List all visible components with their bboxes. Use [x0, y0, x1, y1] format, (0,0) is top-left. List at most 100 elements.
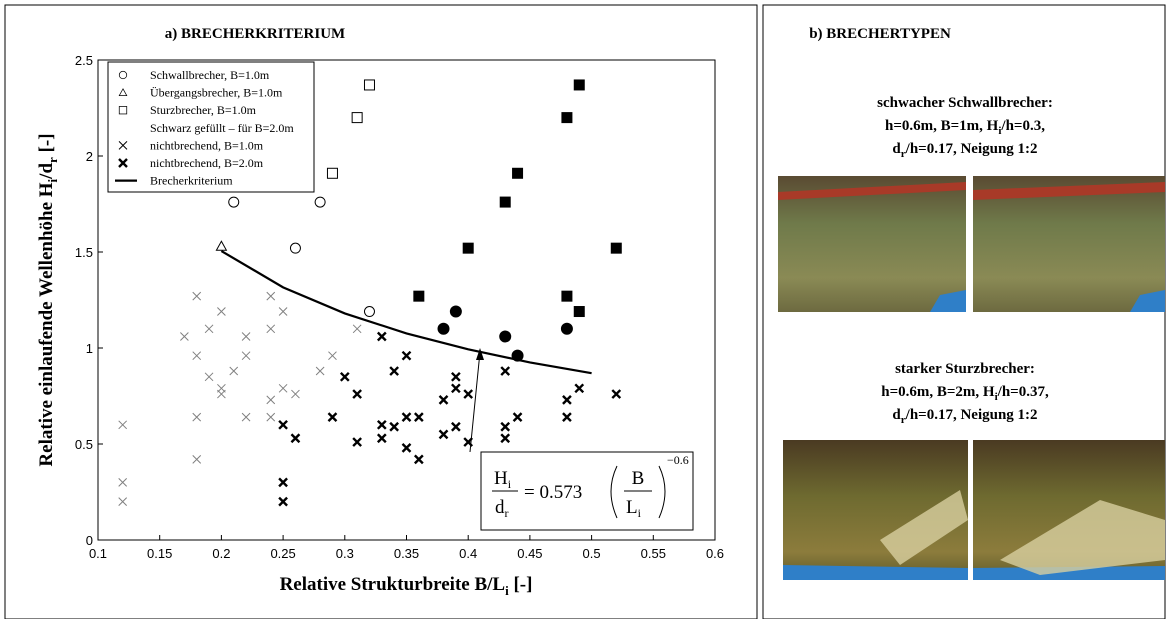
point — [352, 389, 362, 399]
legend-swatch — [118, 106, 128, 115]
point — [401, 350, 412, 361]
y-tick-label: 2 — [86, 149, 93, 164]
point — [352, 437, 362, 447]
point — [192, 412, 202, 422]
paren — [658, 465, 666, 519]
chart-title: a) BRECHERKRITERIUM — [165, 26, 345, 42]
caption-text: /h=0.17, Neigung 1:2 — [905, 407, 1038, 423]
point — [462, 242, 474, 254]
point — [512, 167, 524, 179]
x-tick-label: 0.55 — [641, 546, 666, 561]
point — [217, 389, 226, 399]
point — [328, 351, 337, 361]
x-tick-label: 0.5 — [583, 546, 601, 561]
eq-inner-denominator: Li — [626, 497, 642, 520]
point — [610, 242, 622, 254]
caption-line: dr/h=0.17, Neigung 1:2 — [892, 407, 1037, 426]
legend-swatch — [118, 158, 128, 168]
caption-text: h=0.6m, B=2m, H — [881, 384, 995, 400]
point — [241, 351, 251, 361]
point — [376, 331, 387, 342]
point — [562, 394, 572, 405]
paren — [610, 465, 618, 519]
panel-title: b) BRECHERTYPEN — [809, 26, 951, 42]
point — [511, 349, 524, 362]
point — [499, 330, 512, 343]
legend: Schwallbrecher, B=1.0m Übergangsbrecher, … — [107, 61, 315, 193]
point — [326, 167, 338, 179]
eq-exponent: −0.6 — [667, 453, 689, 467]
caption-text: d — [892, 141, 901, 157]
point — [229, 366, 239, 376]
caption-line: h=0.6m, B=1m, Hi/h=0.3, — [885, 118, 1045, 137]
photo-detail — [778, 182, 1165, 200]
photo — [778, 176, 966, 312]
caption-text: r — [901, 148, 906, 160]
point — [278, 496, 288, 507]
legend-label: Sturzbrecher, B=1.0m — [150, 103, 257, 117]
caption-text: r — [901, 414, 906, 426]
caption-line: schwacher Schwallbrecher: — [877, 95, 1053, 111]
point — [413, 290, 425, 302]
point — [573, 79, 585, 91]
legend-note: Schwarz gefüllt – für B=2.0m — [150, 121, 294, 135]
point — [291, 389, 300, 399]
point — [500, 366, 511, 376]
point — [560, 322, 573, 335]
point — [376, 419, 387, 430]
point — [363, 306, 375, 318]
point — [278, 477, 288, 488]
point — [351, 112, 363, 124]
point — [228, 196, 240, 208]
caption-text: starker Sturzbrecher: — [895, 361, 1035, 377]
legend-swatch — [118, 88, 128, 96]
point — [561, 290, 573, 302]
point — [451, 371, 461, 382]
point — [215, 240, 228, 251]
caption-text: i — [998, 125, 1001, 137]
point — [241, 332, 251, 341]
x-tick-label: 0.4 — [459, 546, 477, 561]
caption-line: starker Sturzbrecher: — [895, 361, 1035, 377]
point — [118, 497, 128, 506]
plot: 0.1 0.15 0.2 0.25 0.3 0.35 0.4 0.45 0.5 0.55 0.6 0 0… — [75, 53, 724, 561]
point — [413, 454, 424, 465]
point — [500, 433, 511, 444]
photo — [973, 176, 1165, 312]
photos — [778, 176, 1165, 580]
point — [401, 442, 412, 453]
point — [180, 332, 189, 341]
caption-text: /h=0.3, — [1000, 118, 1045, 134]
caption-text: /h=0.37, — [997, 384, 1049, 400]
point — [266, 412, 276, 422]
y-axis-label: Relative einlaufende Wellenhöhe Hi/dr [-… — [36, 133, 60, 466]
legend-swatch — [118, 141, 128, 150]
eq-coefficient: = 0.573 — [524, 482, 582, 503]
captions: schwacher Schwallbrecher: h=0.6m, B=1m, H… — [877, 95, 1053, 426]
caption-text: d — [892, 407, 901, 423]
point — [449, 305, 462, 318]
y-tick-label: 0.5 — [75, 437, 93, 452]
photo-detail — [880, 490, 1165, 575]
legend-label: Schwallbrecher, B=1.0m — [150, 68, 270, 82]
point — [266, 324, 276, 334]
x-tick-label: 0.3 — [336, 546, 354, 561]
point — [512, 412, 523, 422]
caption-text: /h=0.17, Neigung 1:2 — [905, 141, 1038, 157]
y-tick-label: 0 — [86, 533, 93, 548]
point — [289, 242, 301, 254]
point — [451, 421, 461, 432]
curve — [220, 250, 592, 375]
legend-label: nichtbrechend, B=1.0m — [150, 138, 264, 152]
point — [278, 307, 288, 316]
x-tick-label: 0.1 — [89, 546, 107, 561]
caption-text: i — [995, 391, 998, 403]
equation-box: Hi dr = 0.573 B Li −0.6 — [469, 348, 694, 531]
point — [401, 412, 412, 422]
point — [118, 478, 128, 487]
point — [437, 322, 450, 335]
x-axis-label: Relative Strukturbreite B/Li [-] — [280, 574, 533, 598]
point — [314, 196, 326, 208]
point — [376, 433, 387, 444]
